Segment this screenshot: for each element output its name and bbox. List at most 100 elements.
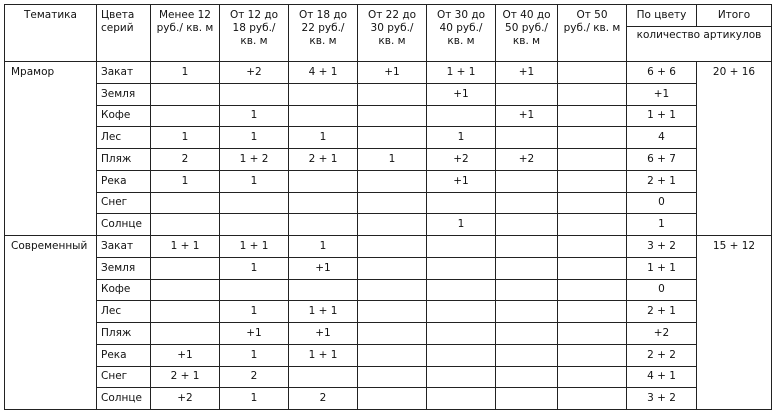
count-cell — [357, 300, 427, 323]
count-cell — [426, 365, 496, 389]
count-cell — [357, 82, 427, 106]
header-price-range: От 12 до 18 руб./ кв. м — [219, 4, 289, 62]
table-row: Снег 0 — [5, 191, 772, 215]
count-cell — [495, 191, 558, 215]
count-cell: 2 — [150, 148, 220, 171]
count-cell — [426, 256, 496, 280]
count-cell — [495, 322, 558, 345]
count-cell: 1 — [219, 169, 289, 193]
count-cell — [495, 235, 558, 258]
table-row: Пляж +1 +1 +2 — [5, 322, 772, 345]
series-cell: Солнце — [96, 213, 151, 236]
series-cell: Земля — [96, 82, 151, 106]
count-cell: 4 + 1 — [288, 61, 358, 84]
series-cell: Кофе — [96, 104, 151, 128]
count-cell: 1 — [219, 343, 289, 367]
count-cell — [288, 104, 358, 128]
count-cell: 1 + 1 — [288, 343, 358, 367]
series-cell: Солнце — [96, 387, 151, 410]
count-cell: 1 — [426, 126, 496, 149]
count-cell — [150, 278, 220, 302]
count-cell — [357, 343, 427, 367]
count-cell: +1 — [426, 82, 496, 106]
count-cell — [495, 213, 558, 236]
count-cell: +2 — [150, 387, 220, 410]
count-cell — [495, 300, 558, 323]
by-color-cell: 3 + 2 — [626, 235, 697, 258]
count-cell — [495, 387, 558, 410]
count-cell: 1 + 1 — [288, 300, 358, 323]
table-row: Земля 1 +1 1 + 1 — [5, 256, 772, 280]
count-cell: +1 — [219, 322, 289, 345]
header-price-range: От 22 до 30 руб./ кв. м — [357, 4, 427, 62]
count-cell — [557, 104, 627, 128]
count-cell — [426, 235, 496, 258]
count-cell — [288, 191, 358, 215]
count-cell — [557, 169, 627, 193]
count-cell: 1 — [219, 126, 289, 149]
table-row: Река 1 1 +1 2 + 1 — [5, 169, 772, 193]
count-cell — [557, 365, 627, 389]
count-cell: +1 — [150, 343, 220, 367]
count-cell — [288, 278, 358, 302]
table-row: Кофе 1 +1 1 + 1 — [5, 104, 772, 128]
header-series: Цвета серий — [96, 4, 151, 62]
count-cell — [288, 169, 358, 193]
count-cell: +1 — [357, 61, 427, 84]
count-cell — [288, 82, 358, 106]
by-color-cell: 3 + 2 — [626, 387, 697, 410]
count-cell — [150, 300, 220, 323]
table-row: Река +1 1 1 + 1 2 + 2 — [5, 343, 772, 367]
by-color-cell: 1 + 1 — [626, 256, 697, 280]
header-theme: Тематика — [4, 4, 97, 62]
count-cell: +2 — [495, 148, 558, 171]
count-cell — [557, 343, 627, 367]
count-cell: 2 — [219, 365, 289, 389]
by-color-cell: 0 — [626, 191, 697, 215]
table-row: Солнце 1 1 — [5, 213, 772, 236]
header-price-range: От 30 до 40 руб./ кв. м — [426, 4, 496, 62]
count-cell: 1 — [288, 126, 358, 149]
count-cell: 1 + 1 — [150, 235, 220, 258]
count-cell — [219, 191, 289, 215]
table-body: Мрамор Закат 1 +2 4 + 1 +1 1 + 1 +1 6 + 6 20 + 16… — [4, 61, 772, 410]
count-cell: 1 — [288, 235, 358, 258]
series-cell: Снег — [96, 365, 151, 389]
theme-cell: Современный — [4, 235, 97, 410]
series-cell: Закат — [96, 235, 151, 258]
count-cell — [557, 256, 627, 280]
series-cell: Кофе — [96, 278, 151, 302]
count-cell: +1 — [288, 256, 358, 280]
count-cell: 2 — [288, 387, 358, 410]
count-cell — [495, 278, 558, 302]
series-cell: Река — [96, 343, 151, 367]
series-cell: Пляж — [96, 148, 151, 171]
count-cell: 2 + 1 — [288, 148, 358, 171]
count-cell: 1 — [219, 104, 289, 128]
count-cell — [357, 235, 427, 258]
count-cell: 1 — [426, 213, 496, 236]
by-color-cell: 4 + 1 — [626, 365, 697, 389]
count-cell — [357, 387, 427, 410]
by-color-cell: 6 + 7 — [626, 148, 697, 171]
count-cell: 1 — [357, 148, 427, 171]
count-cell — [150, 104, 220, 128]
count-cell — [426, 191, 496, 215]
count-cell: +2 — [426, 148, 496, 171]
series-cell: Лес — [96, 126, 151, 149]
by-color-cell: 2 + 1 — [626, 300, 697, 323]
count-cell: +1 — [288, 322, 358, 345]
count-cell — [357, 256, 427, 280]
by-color-cell: 1 + 1 — [626, 104, 697, 128]
count-cell — [150, 191, 220, 215]
by-color-cell: 2 + 2 — [626, 343, 697, 367]
total-cell: 15 + 12 — [696, 235, 772, 410]
table-row: Земля +1 +1 — [5, 82, 772, 106]
table-row: Мрамор Закат 1 +2 4 + 1 +1 1 + 1 +1 6 + 6 20 + 16 — [4, 61, 772, 236]
count-cell — [495, 126, 558, 149]
theme-cell: Мрамор — [4, 61, 97, 236]
count-cell — [495, 343, 558, 367]
count-cell — [426, 104, 496, 128]
by-color-cell: 4 — [626, 126, 697, 149]
